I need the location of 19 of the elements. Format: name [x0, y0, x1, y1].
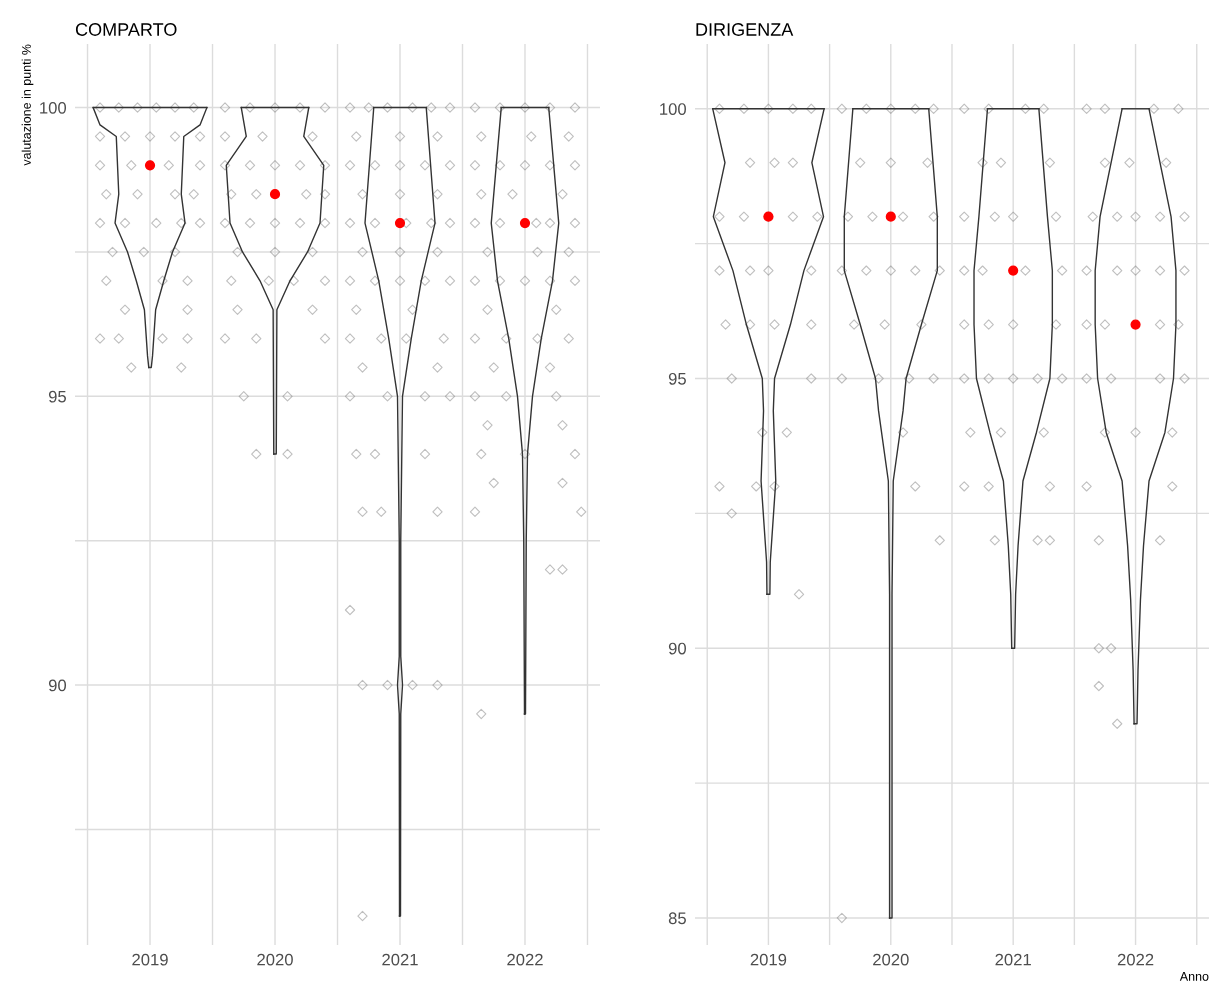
y-tick-label: 90: [668, 642, 687, 655]
y-tick-label: 85: [668, 912, 686, 925]
chart-title: COMPARTO: [75, 23, 177, 36]
y-axis-title: valutazione in punti %: [21, 44, 34, 166]
x-tick-label: 2021: [995, 953, 1031, 966]
x-tick-label: 2022: [1117, 953, 1154, 966]
y-tick-label: 95: [668, 372, 686, 385]
y-tick-label: 100: [40, 101, 67, 114]
x-tick-label: 2021: [382, 953, 418, 966]
x-tick-label: 2019: [750, 953, 787, 966]
y-tick-label: 95: [48, 390, 66, 403]
x-tick-label: 2019: [132, 953, 168, 966]
chart-title: DIRIGENZA: [696, 23, 794, 36]
x-axis-title: Anno: [1179, 972, 1209, 981]
x-tick-label: 2022: [507, 953, 543, 966]
x-tick-label: 2020: [873, 953, 909, 966]
y-tick-label: 90: [48, 679, 67, 692]
y-tick-label: 100: [660, 103, 687, 115]
x-tick-label: 2020: [257, 953, 293, 966]
